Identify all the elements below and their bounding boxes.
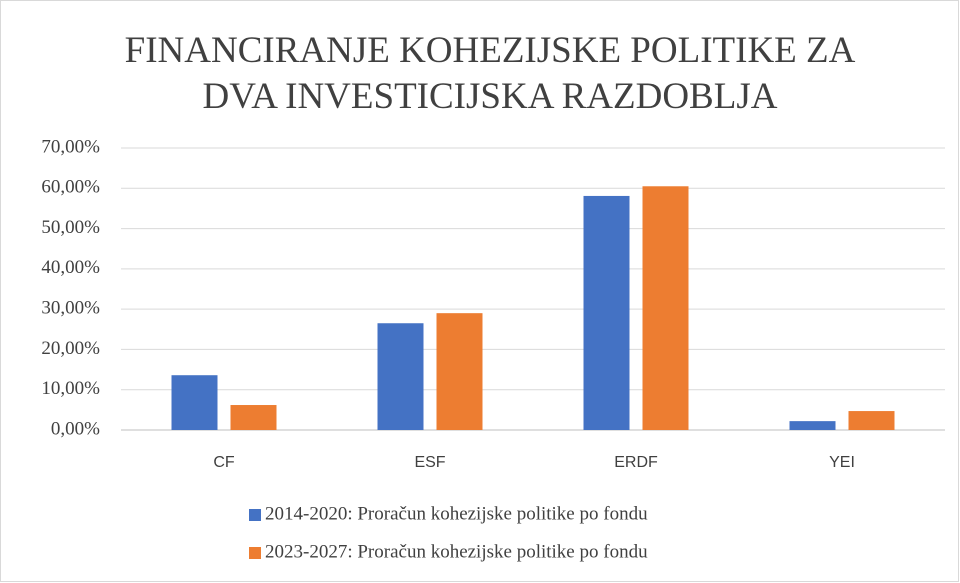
- x-tick-label: ESF: [414, 454, 445, 471]
- y-tick-label: 10,00%: [41, 378, 100, 399]
- bar: [848, 411, 895, 430]
- y-tick-label: 40,00%: [41, 257, 100, 278]
- x-tick-label: CF: [213, 454, 235, 471]
- y-tick-label: 60,00%: [41, 177, 100, 198]
- legend-swatch: [249, 547, 261, 559]
- x-tick-label: YEI: [829, 454, 855, 471]
- bar: [230, 405, 277, 430]
- y-tick-label: 70,00%: [41, 136, 100, 157]
- y-tick-label: 0,00%: [51, 418, 100, 439]
- bar: [377, 323, 424, 430]
- bar: [171, 375, 218, 430]
- bar: [583, 195, 630, 430]
- x-tick-label: ERDF: [614, 454, 658, 471]
- bar: [789, 421, 836, 430]
- y-tick-label: 30,00%: [41, 298, 100, 319]
- chart-title: FINANCIRANJE KOHEZIJSKE POLITIKE ZA DVA …: [124, 30, 856, 117]
- y-tick-label: 50,00%: [41, 217, 100, 238]
- bar: [436, 313, 483, 430]
- bar: [642, 186, 689, 430]
- legend-label: 2023-2027: Proračun kohezijske politike …: [265, 541, 648, 562]
- legend-swatch: [249, 509, 261, 521]
- y-tick-label: 20,00%: [41, 338, 100, 359]
- legend-label: 2014-2020: Proračun kohezijske politike …: [265, 503, 648, 524]
